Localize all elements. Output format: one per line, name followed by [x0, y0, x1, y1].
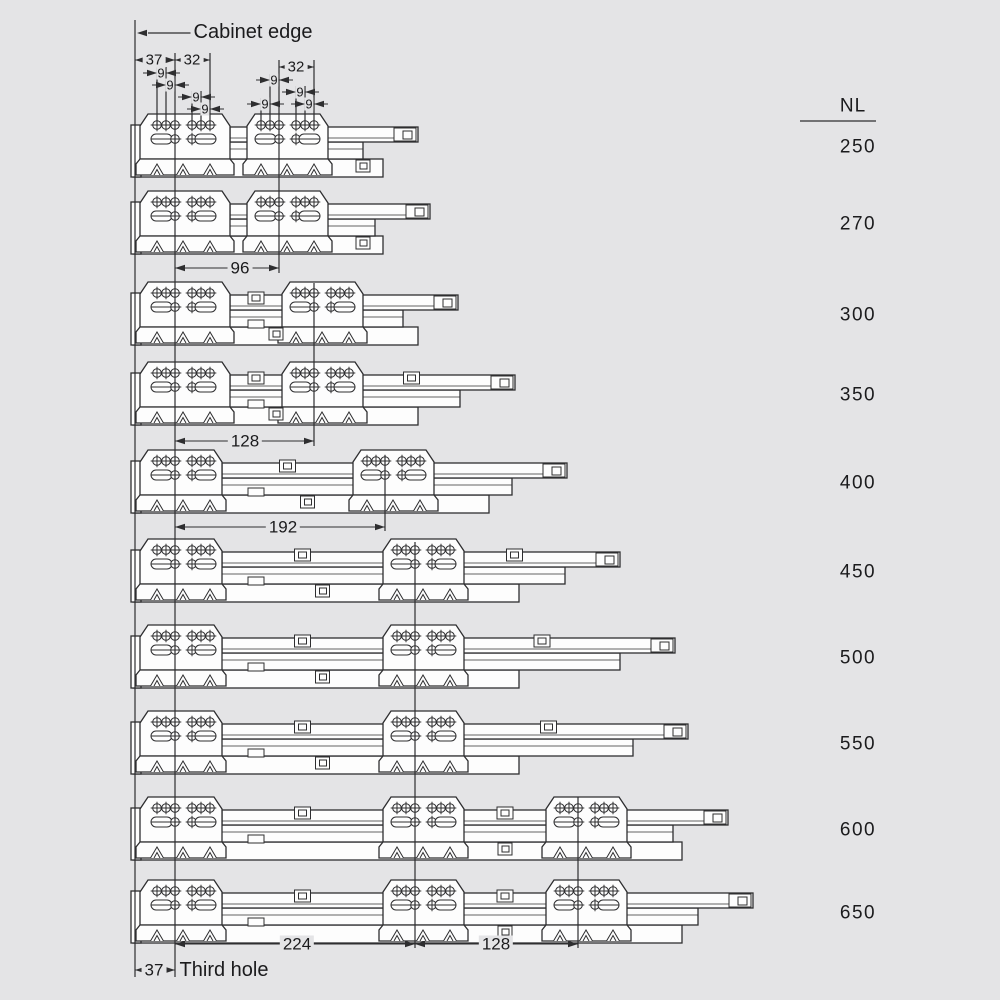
dim-192: 192 — [265, 518, 301, 536]
dim-front-nine-2: 9 — [165, 77, 175, 93]
dim-37-bottom: 37 — [141, 961, 167, 979]
slide-row-270 — [130, 190, 431, 255]
dim-front-nine-3: 9 — [191, 89, 201, 105]
slide-row-500 — [130, 624, 676, 689]
nl-value-3: 350 — [839, 384, 877, 406]
slide-row-250 — [130, 113, 419, 178]
slide-row-600 — [130, 796, 729, 861]
dim-mid-nine-4: 9 — [304, 96, 314, 112]
nl-value-1: 270 — [839, 213, 877, 235]
dim-128-bottom: 128 — [478, 935, 514, 953]
dim-128-mid: 128 — [227, 432, 263, 450]
nl-value-7: 550 — [839, 733, 877, 755]
slide-row-300 — [130, 281, 459, 346]
third-hole-label: Third hole — [176, 960, 272, 980]
dim-224: 224 — [279, 935, 315, 953]
slide-row-550 — [130, 710, 689, 775]
dim-front-offset: 37 — [142, 52, 166, 68]
nl-value-4: 400 — [839, 472, 877, 494]
nl-header: NL — [839, 95, 867, 117]
nl-value-6: 500 — [839, 647, 877, 669]
slide-row-450 — [130, 538, 621, 603]
dim-mid-pitch: 32 — [284, 59, 308, 75]
slide-row-650 — [130, 879, 754, 944]
nl-value-9: 650 — [839, 902, 877, 924]
dim-mid-nine-1: 9 — [269, 72, 279, 88]
slide-row-400 — [130, 449, 568, 514]
nl-value-5: 450 — [839, 561, 877, 583]
cabinet-edge-label: Cabinet edge — [190, 22, 316, 42]
dim-mid-nine-3: 9 — [260, 96, 270, 112]
dim-mid-nine-2: 9 — [295, 84, 305, 100]
dim-96: 96 — [227, 259, 253, 277]
slide-row-350 — [130, 361, 516, 426]
reference-lines — [134, 20, 579, 977]
dim-front-nine-4: 9 — [200, 101, 210, 117]
nl-value-2: 300 — [839, 304, 877, 326]
dim-front-pitch: 32 — [180, 52, 204, 68]
nl-value-0: 250 — [839, 136, 877, 158]
nl-value-8: 600 — [839, 819, 877, 841]
dim-front-nine-1: 9 — [156, 65, 166, 81]
